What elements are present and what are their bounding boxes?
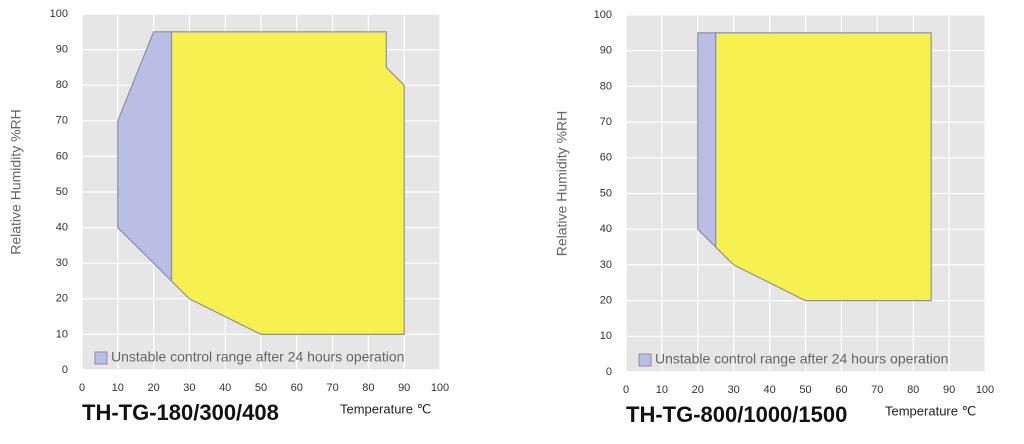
y-tick-label: 50 — [56, 186, 68, 198]
y-axis-label: Relative Humidity %RH — [8, 109, 24, 254]
y-tick-label: 80 — [600, 80, 612, 92]
y-tick-label: 20 — [600, 295, 612, 307]
y-tick-label: 0 — [62, 364, 68, 376]
region — [170, 31, 405, 335]
y-tick-label: 60 — [600, 152, 612, 164]
x-tick-label: 40 — [219, 382, 231, 394]
region — [715, 32, 932, 302]
y-tick-label: 90 — [56, 44, 68, 56]
legend-label: Unstable control range after 24 hours op… — [655, 351, 948, 367]
x-tick-label: 0 — [623, 384, 629, 396]
y-tick-label: 80 — [56, 79, 68, 91]
x-tick-label: 20 — [692, 384, 704, 396]
chart-title: TH-TG-800/1000/1500 — [626, 402, 847, 427]
chart-title: TH-TG-180/300/408 — [82, 400, 279, 425]
x-tick-label: 100 — [976, 384, 994, 396]
region — [697, 32, 717, 249]
y-tick-label: 90 — [600, 45, 612, 57]
y-tick-label: 40 — [56, 222, 68, 234]
y-tick-label: 60 — [56, 150, 68, 162]
x-tick-label: 80 — [907, 384, 919, 396]
x-tick-label: 40 — [763, 384, 775, 396]
x-tick-label: 30 — [183, 382, 195, 394]
y-tick-label: 70 — [56, 115, 68, 127]
y-tick-label: 70 — [600, 116, 612, 128]
x-tick-label: 30 — [728, 384, 740, 396]
y-tick-label: 30 — [56, 257, 68, 269]
x-tick-label: 100 — [431, 382, 449, 394]
x-axis-label: Temperature ℃ — [340, 401, 431, 416]
y-tick-label: 10 — [56, 328, 68, 340]
y-tick-label: 100 — [50, 8, 68, 20]
y-tick-label: 50 — [600, 187, 612, 199]
x-tick-label: 80 — [362, 382, 374, 394]
y-tick-label: 40 — [600, 223, 612, 235]
x-tick-label: 90 — [943, 384, 955, 396]
legend-swatch — [94, 351, 108, 365]
x-tick-label: 70 — [326, 382, 338, 394]
y-tick-label: 0 — [606, 366, 612, 378]
x-tick-label: 60 — [291, 382, 303, 394]
x-tick-label: 70 — [871, 384, 883, 396]
x-tick-label: 10 — [656, 384, 668, 396]
y-tick-label: 10 — [600, 330, 612, 342]
x-tick-label: 10 — [112, 382, 124, 394]
x-tick-label: 0 — [79, 382, 85, 394]
y-tick-label: 20 — [56, 293, 68, 305]
x-tick-label: 50 — [255, 382, 267, 394]
legend-swatch — [638, 353, 652, 367]
x-axis-label: Temperature ℃ — [885, 403, 976, 418]
x-tick-label: 60 — [835, 384, 847, 396]
y-axis-label: Relative Humidity %RH — [554, 111, 570, 256]
x-tick-label: 50 — [799, 384, 811, 396]
y-tick-label: 30 — [600, 259, 612, 271]
x-tick-label: 90 — [398, 382, 410, 394]
region — [117, 31, 173, 283]
y-tick-label: 100 — [594, 9, 612, 21]
x-tick-label: 20 — [147, 382, 159, 394]
legend-label: Unstable control range after 24 hours op… — [111, 349, 404, 365]
